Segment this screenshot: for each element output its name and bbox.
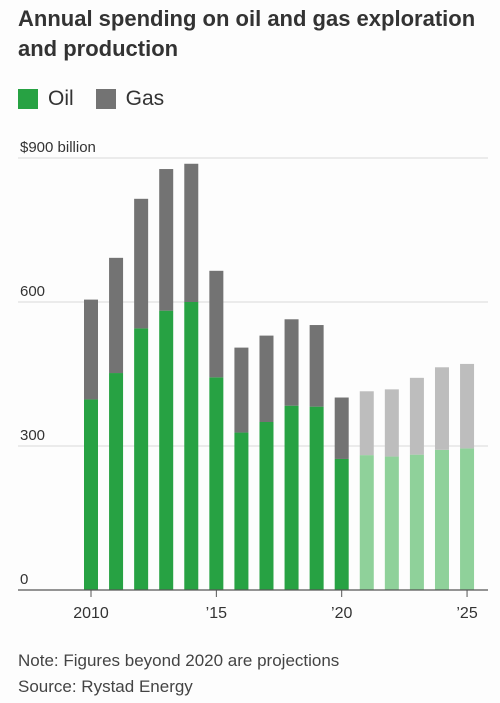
source-note: Source: Rystad Energy (18, 677, 193, 696)
bar-oil-2013 (159, 310, 174, 590)
bar-oil-2019 (309, 406, 324, 590)
bar-oil-2011 (109, 373, 124, 590)
bar-gas-2022 (384, 389, 399, 457)
bar-gas-2021 (359, 391, 374, 456)
legend-item-oil: Oil (18, 87, 74, 111)
bar-gas-2012 (134, 198, 149, 329)
bar-gas-2014 (184, 163, 199, 302)
y-tick-label: 300 (20, 427, 45, 444)
bar-oil-2017 (259, 422, 274, 590)
legend-swatch-oil (18, 89, 38, 109)
bar-oil-2010 (84, 399, 98, 590)
bar-gas-2013 (159, 169, 174, 311)
x-tick-label: 2010 (73, 605, 109, 622)
legend-label-oil: Oil (48, 87, 74, 110)
x-tick-label: ’20 (331, 605, 352, 622)
bar-gas-2015 (209, 270, 224, 378)
bar-oil-2025 (460, 448, 475, 590)
bar-gas-2010 (84, 299, 98, 400)
bar-gas-2024 (434, 367, 449, 450)
bar-gas-2017 (259, 335, 274, 422)
legend-swatch-gas (95, 89, 116, 109)
chart-notes: Note: Figures beyond 2020 are projection… (18, 648, 339, 700)
y-tick-label: 600 (20, 283, 45, 300)
y-tick-label: $900 billion (20, 139, 96, 156)
legend: Oil Gas (18, 85, 186, 113)
bar-oil-2021 (359, 455, 374, 590)
chart-title: Annual spending on oil and gas explorati… (18, 6, 476, 61)
y-tick-label: 0 (20, 571, 28, 588)
bar-gas-2025 (460, 363, 475, 449)
bar-oil-2012 (134, 328, 149, 590)
bar-oil-2023 (409, 454, 424, 590)
bar-oil-2015 (209, 377, 224, 590)
bar-gas-2020 (334, 397, 349, 459)
legend-label-gas: Gas (125, 87, 165, 110)
bar-gas-2019 (309, 325, 324, 407)
projection-note: Note: Figures beyond 2020 are projection… (18, 651, 340, 670)
bar-oil-2014 (184, 302, 199, 590)
bar-oil-2018 (284, 405, 299, 590)
bar-oil-2024 (434, 449, 449, 590)
bar-oil-2016 (234, 432, 249, 590)
x-tick-label: ’25 (456, 605, 477, 622)
bar-gas-2023 (409, 377, 424, 455)
bar-gas-2016 (234, 347, 249, 433)
bar-gas-2018 (284, 319, 299, 406)
legend-item-gas: Gas (95, 87, 165, 111)
bar-oil-2020 (334, 458, 349, 590)
x-tick-label: ’15 (206, 605, 227, 622)
bar-oil-2022 (384, 456, 399, 590)
bar-gas-2011 (109, 257, 124, 374)
